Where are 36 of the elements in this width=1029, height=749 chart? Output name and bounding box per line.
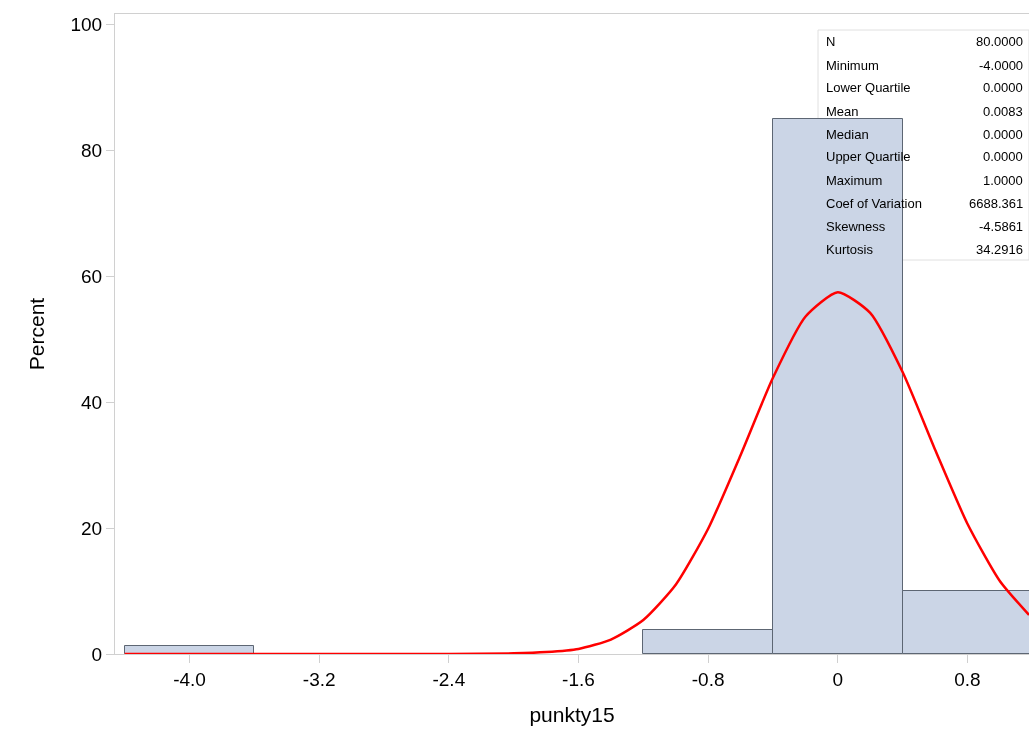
annotation: Lower Quartile xyxy=(826,80,911,95)
annotation: 34.2916 xyxy=(976,242,1023,257)
annotation: Coef of Variation xyxy=(826,196,922,211)
annotation: 1.0000 xyxy=(983,173,1023,188)
y-tick-label: 40 xyxy=(81,391,103,413)
y-tick-label: 0 xyxy=(91,643,103,665)
annotation: Mean xyxy=(826,104,859,119)
annotation: N xyxy=(826,34,836,49)
annotation: Median xyxy=(826,127,869,142)
y-tick-label: 100 xyxy=(70,14,103,36)
annotation: Skewness xyxy=(826,219,886,234)
annotation: -4.0000 xyxy=(979,58,1024,73)
x-tick-label: -0.8 xyxy=(691,668,725,690)
annotation: 0.0000 xyxy=(983,80,1023,95)
x-tick-label: -1.6 xyxy=(562,668,595,690)
x-tick-label: -4.0 xyxy=(173,668,206,690)
annotation: 80.0000 xyxy=(976,34,1023,49)
annotation: -4.5861 xyxy=(979,219,1024,234)
annotation: 0.0000 xyxy=(983,127,1023,142)
annotation: Maximum xyxy=(826,173,883,188)
annotation: 0.0000 xyxy=(983,149,1023,164)
annotation: Minimum xyxy=(826,58,879,73)
x-tick-label: -3.2 xyxy=(302,668,336,690)
annotation: Upper Quartile xyxy=(826,149,911,164)
x-tick-label: -2.4 xyxy=(432,668,466,690)
x-tick-label: 0 xyxy=(832,668,844,690)
annotation: Kurtosis xyxy=(826,242,874,257)
y-tick-label: 20 xyxy=(81,517,103,539)
y-tick-label: 60 xyxy=(81,266,103,288)
annotation: 0.0083 xyxy=(983,104,1023,119)
line-series xyxy=(123,290,1029,654)
annotation: 6688.361 xyxy=(969,196,1024,211)
y-axis-title: Percent xyxy=(24,297,48,371)
x-tick-label: 0.8 xyxy=(954,668,981,690)
y-tick-label: 80 xyxy=(81,140,103,162)
x-axis-title: punkty15 xyxy=(529,703,615,726)
